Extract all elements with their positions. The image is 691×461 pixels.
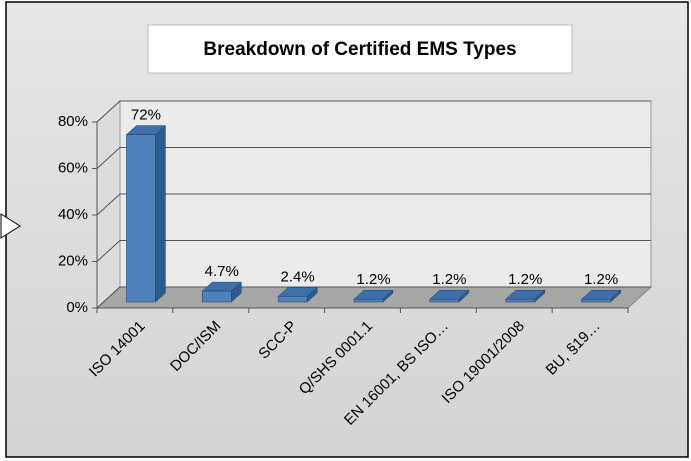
value-label: 2.4% [281,268,315,285]
y-tick-label: 0% [66,299,88,316]
bar [581,298,611,303]
bar [202,290,232,303]
grid-line [96,286,651,309]
title-box [147,24,573,74]
value-label: 1.2% [508,271,542,288]
grid-line [96,100,651,123]
bar [505,298,535,303]
bar-side [155,125,166,303]
value-label: 1.2% [584,271,618,288]
bar [277,296,308,303]
bar [429,298,460,303]
y-tick-label: 60% [58,159,88,176]
bar [353,298,384,303]
value-label: 72% [131,107,161,124]
bar [126,134,156,303]
y-tick-label: 80% [58,113,88,130]
grid-line [96,193,651,216]
y-tick-label: 20% [58,252,88,269]
grid-line [96,240,651,262]
value-label: 4.7% [205,263,239,280]
grid-line [96,147,651,169]
value-label: 1.2% [432,271,466,288]
pointer [0,213,21,239]
y-tick-label: 40% [58,206,88,223]
value-label: 1.2% [356,271,390,288]
chart-title: Breakdown of Certified EMS Types [203,39,516,60]
